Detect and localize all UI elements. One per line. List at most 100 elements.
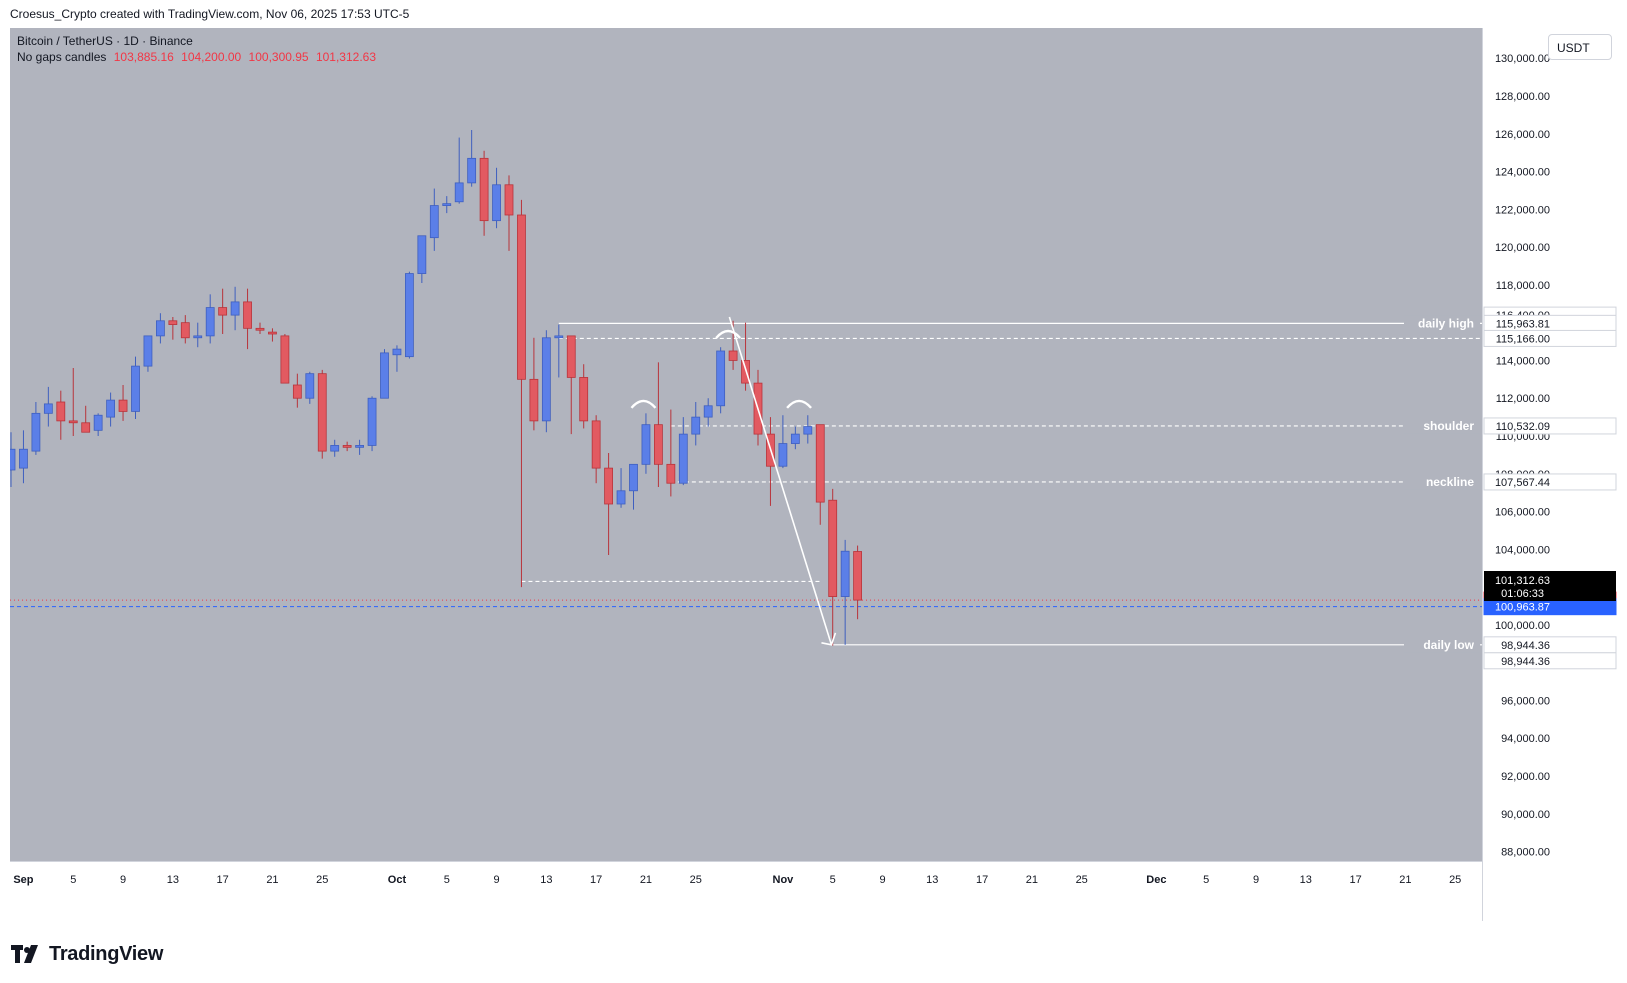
y-tick-label: 128,000.00 <box>1495 91 1550 103</box>
annotation-levels: daily high shoulder neckline daily low <box>521 315 1482 653</box>
candle-down <box>853 545 862 620</box>
axis-price-tag-text: 110,532.09 <box>1496 421 1550 433</box>
ohlc-high: 104,200.00 <box>181 50 242 64</box>
candle-body <box>68 420 78 424</box>
x-tick-label: 17 <box>217 874 229 886</box>
candle-up <box>703 398 713 427</box>
last-price-value: 101,312.63 <box>1495 575 1550 587</box>
x-tick-label: 13 <box>167 874 179 886</box>
tradingview-logo-icon <box>11 945 38 963</box>
axis-price-tag-text: 100,963.87 <box>1495 602 1550 614</box>
time-axis-background <box>10 861 1482 921</box>
candle-body <box>280 335 290 384</box>
candle-body <box>230 301 240 316</box>
x-tick-label: Sep <box>13 874 33 886</box>
y-tick-label: 104,000.00 <box>1495 544 1550 556</box>
x-tick-label: 9 <box>1253 874 1259 886</box>
y-tick-label: 114,000.00 <box>1496 355 1550 367</box>
candle-down <box>529 337 539 431</box>
candle-body <box>218 307 228 316</box>
candle-body <box>205 307 215 337</box>
candle-up <box>230 286 240 331</box>
y-tick-label: 118,000.00 <box>1496 280 1550 292</box>
candle-body <box>691 416 701 435</box>
candle-up <box>31 402 41 455</box>
candle-down <box>218 288 228 334</box>
candle-down <box>479 150 489 236</box>
candle-body <box>828 499 838 597</box>
y-tick-label: 126,000.00 <box>1495 129 1550 141</box>
candle-body <box>479 157 489 222</box>
candle-body <box>429 205 439 239</box>
axis-price-tag-bg <box>1483 652 1617 670</box>
candle-down <box>566 335 576 435</box>
axis-price-tag: 98,944.36 <box>1483 652 1617 670</box>
x-tick-label: 5 <box>70 874 76 886</box>
candle-down <box>666 409 676 497</box>
x-tick-label: 13 <box>540 874 552 886</box>
candle-body <box>155 320 165 337</box>
ohlc-low: 100,300.95 <box>248 50 309 64</box>
candle-down <box>517 199 526 588</box>
attribution-bar: Croesus_Crypto created with TradingView.… <box>0 0 1627 28</box>
candle-body <box>517 214 526 380</box>
candle-down <box>654 362 663 487</box>
candle-body <box>56 401 66 422</box>
candle-body <box>268 331 277 335</box>
pattern-arc <box>786 399 812 409</box>
x-tick-label: 9 <box>120 874 126 886</box>
candle-up <box>106 392 115 427</box>
candle-up <box>541 330 551 433</box>
y-tick-label: 106,000.00 <box>1495 507 1550 519</box>
price-chart[interactable]: 88,000.00 90,000.00 92,000.00 94,000.00 96,0… <box>10 28 1620 921</box>
level-label: daily high <box>1418 316 1474 330</box>
candle-body <box>317 373 327 452</box>
x-tick-label: 17 <box>1349 874 1361 886</box>
x-tick-label: 17 <box>590 874 602 886</box>
candle-type-label: No gaps candles <box>17 50 107 64</box>
y-tick-label: 92,000.00 <box>1501 771 1550 783</box>
candle-down <box>180 315 190 344</box>
currency-selector[interactable]: USDT <box>1548 34 1612 60</box>
candle-up <box>205 294 215 344</box>
candles <box>10 130 862 646</box>
candle-body <box>654 424 663 465</box>
y-tick-label: 88,000.00 <box>1501 847 1550 859</box>
candle-down <box>604 453 613 555</box>
brand-logo[interactable]: TradingView <box>11 940 163 968</box>
axis-price-tag-bg <box>1483 329 1617 347</box>
candle-body <box>579 377 589 422</box>
candle-down <box>255 322 265 334</box>
candle-body <box>81 422 91 433</box>
x-tick-label: Oct <box>388 874 407 886</box>
symbol-title[interactable]: Bitcoin / TetherUS · 1D · Binance <box>17 34 193 48</box>
x-tick-label: 5 <box>444 874 450 886</box>
candle-up <box>392 345 402 372</box>
axis-price-tag: 115,166.00 <box>1483 329 1617 347</box>
y-tick-label: 90,000.00 <box>1501 809 1550 821</box>
x-tick-label: 9 <box>493 874 499 886</box>
candle-body <box>541 337 551 422</box>
candle-down <box>68 368 78 436</box>
candle-up <box>691 402 701 446</box>
candle-up <box>716 347 726 414</box>
candle-up <box>492 167 501 229</box>
axis-price-tag: 107,567.44 <box>1483 473 1617 491</box>
candle-body <box>741 360 750 384</box>
candle-body <box>778 443 788 467</box>
x-tick-label: 21 <box>266 874 278 886</box>
candle-down <box>317 369 327 459</box>
candle-body <box>193 335 203 339</box>
candle-up <box>10 432 16 487</box>
axis-price-tag: 115,963.81 <box>1483 314 1617 332</box>
candle-up <box>678 417 688 486</box>
candle-body <box>367 397 377 446</box>
candle-body <box>106 399 115 418</box>
x-tick-label: 25 <box>690 874 702 886</box>
candle-body <box>143 335 153 367</box>
candle-down <box>280 334 290 384</box>
axis-price-tag: 100,963.87 <box>1483 598 1617 616</box>
candle-body <box>591 420 601 469</box>
candle-up <box>803 415 813 444</box>
